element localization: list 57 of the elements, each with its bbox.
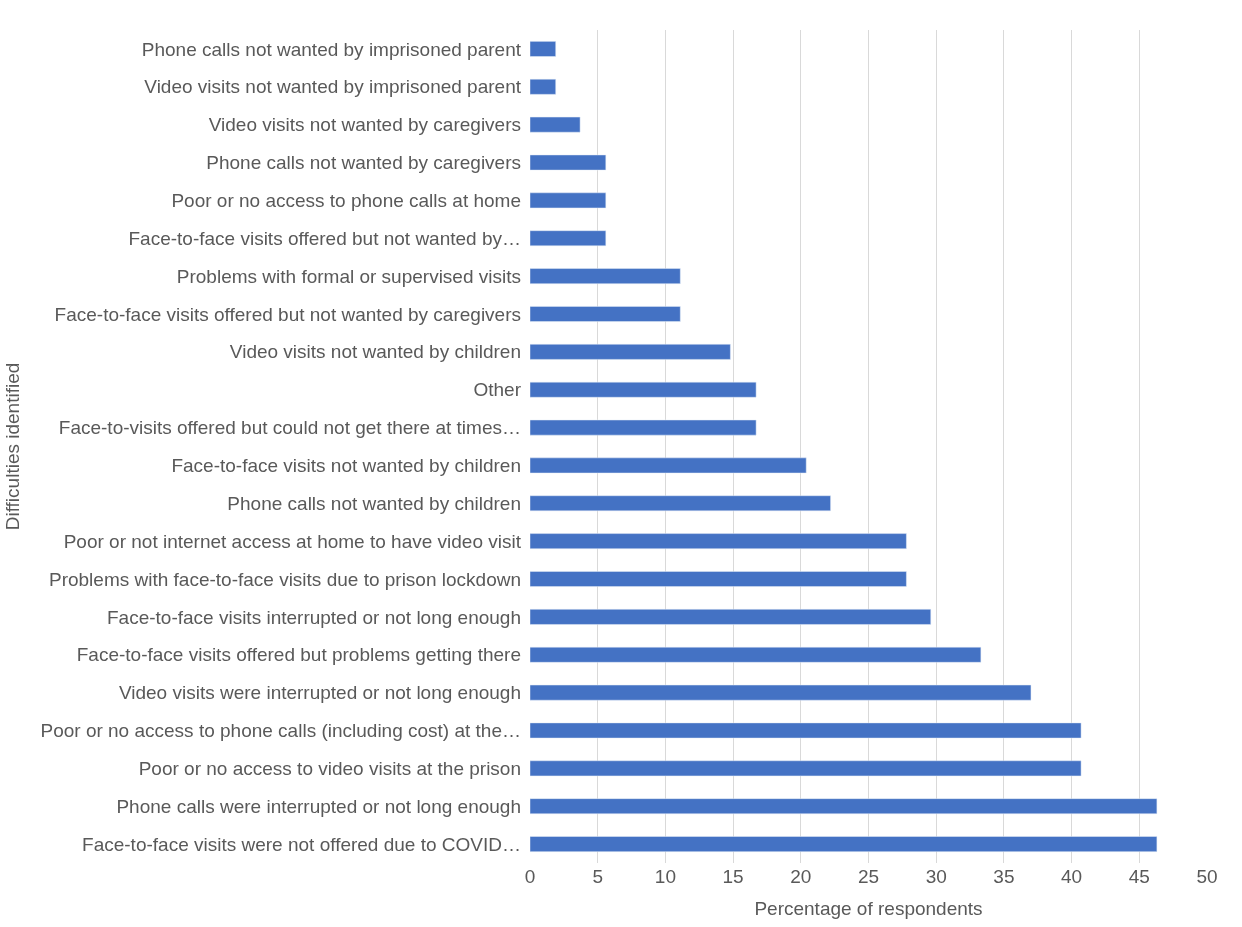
bar	[530, 836, 1158, 852]
bar	[530, 306, 681, 322]
y-tick-label: Phone calls not wanted by children	[227, 492, 521, 514]
y-axis-title: Difficulties identified	[2, 362, 24, 531]
y-tick-label: Other	[473, 379, 522, 401]
y-tick-label: Video visits were interrupted or not long enough	[118, 682, 521, 704]
bar	[530, 609, 932, 625]
bar	[530, 457, 807, 474]
bar	[530, 760, 1082, 777]
x-tick-label: 25	[857, 866, 880, 887]
bar	[530, 192, 607, 209]
x-tick-label: 20	[790, 866, 812, 887]
x-tick-label: 35	[993, 866, 1015, 887]
y-tick-label: Phone calls not wanted by caregivers	[206, 152, 521, 174]
x-tick-label: 40	[1061, 866, 1083, 887]
bar	[530, 495, 831, 512]
bar	[530, 78, 556, 95]
y-tick-label: Face-to-face visits not wanted by children	[171, 455, 521, 477]
x-tick-label: 45	[1128, 866, 1150, 887]
y-tick-label: Problems with formal or supervised visits	[176, 265, 521, 287]
y-tick-label: Face-to-face visits were not offered due to COVID…	[82, 833, 521, 855]
bar	[530, 533, 907, 549]
x-tick-label: 5	[592, 866, 603, 887]
bar	[530, 41, 556, 57]
y-tick-label: Poor or no access to video visits at the prison	[138, 757, 521, 779]
bar	[530, 381, 757, 398]
y-tick-label: Face-to-face visits interrupted or not long enough	[106, 606, 521, 628]
y-tick-label: Phone calls were interrupted or not long enough	[116, 795, 521, 817]
bar	[530, 646, 982, 663]
y-tick-label: Poor or no access to phone calls (including cost) at the…	[40, 720, 521, 742]
y-tick-label: Phone calls not wanted by imprisoned parent	[141, 38, 522, 60]
x-axis-title: Percentage of respondents	[754, 897, 983, 919]
x-tick-label: 15	[722, 866, 744, 887]
y-tick-label: Video visits not wanted by imprisoned parent	[144, 76, 522, 98]
y-tick-label: Face-to-face visits offered but not wanted by caregivers	[54, 303, 521, 325]
x-tick-label: 10	[654, 866, 676, 887]
y-tick-label: Problems with face-to-face visits due to prison lockdown	[48, 568, 521, 590]
y-tick-label: Poor or no access to phone calls at home	[171, 190, 521, 212]
bar	[530, 116, 581, 133]
y-tick-label: Face-to-face visits offered but not wanted by…	[128, 227, 521, 249]
bar	[530, 798, 1158, 815]
bar	[530, 230, 607, 247]
y-tick-label: Video visits not wanted by children	[229, 341, 521, 363]
y-tick-label: Video visits not wanted by caregivers	[208, 114, 521, 136]
bar	[530, 419, 757, 436]
bar	[530, 344, 731, 360]
y-tick-label: Face-to-face visits offered but problems getting there	[76, 644, 521, 666]
bar	[530, 571, 907, 587]
x-tick-label: 50	[1196, 866, 1218, 887]
bar	[530, 154, 607, 171]
bar	[530, 268, 681, 284]
bar	[530, 684, 1032, 701]
x-tick-label: 0	[524, 866, 536, 887]
x-tick-label: 30	[925, 866, 947, 887]
bar	[530, 722, 1082, 739]
y-tick-label: Poor or not internet access at home to have video visit	[63, 530, 522, 552]
y-tick-label: Face-to-visits offered but could not get there at times…	[58, 417, 521, 439]
